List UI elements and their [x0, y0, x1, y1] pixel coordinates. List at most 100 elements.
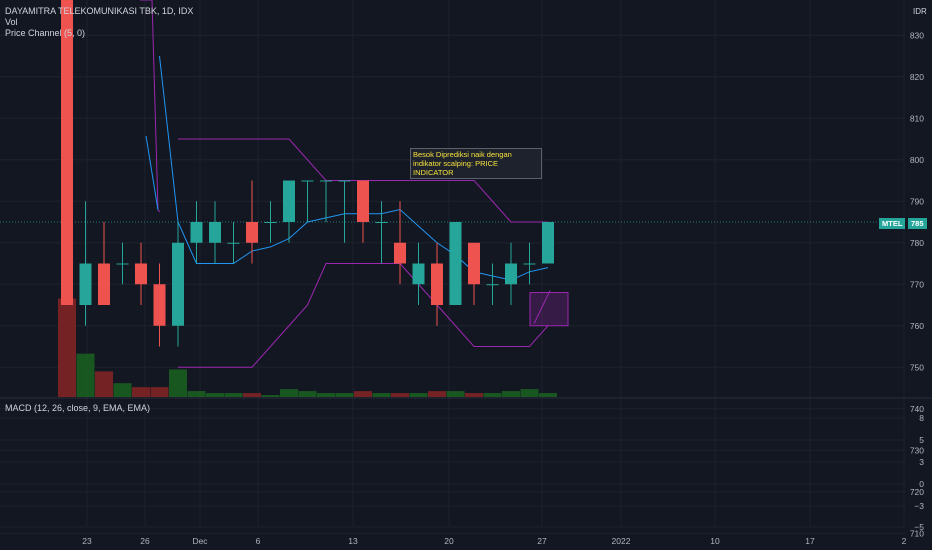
x-tick-label: 2022 — [612, 536, 631, 546]
volume-bar — [391, 393, 409, 397]
candle-body — [209, 222, 221, 243]
volume-bar — [539, 393, 557, 397]
candle-body — [135, 263, 147, 285]
y-tick-label: 710 — [910, 528, 924, 538]
candle-body — [505, 263, 517, 285]
volume-bar — [428, 391, 446, 397]
currency-label: IDR — [913, 7, 927, 16]
forecast-box — [529, 290, 569, 327]
volume-bar — [483, 393, 502, 397]
x-tick-label: 26 — [140, 536, 150, 546]
volume-legend[interactable]: Vol — [5, 17, 18, 27]
macd-axis[interactable]: 8 5 3 0 −3 −5 — [914, 413, 924, 532]
candle-body — [431, 263, 443, 305]
volume-bar — [465, 393, 483, 397]
candle-body — [283, 180, 295, 222]
candle-body — [172, 242, 184, 326]
annotation-note[interactable]: Besok Diprediksi naik dengan indikator s… — [410, 148, 542, 179]
macd-tick-label: −3 — [914, 501, 924, 511]
y-tick-label: 830 — [910, 30, 924, 40]
macd-tick-label: 3 — [919, 457, 924, 467]
y-tick-label: 740 — [910, 404, 924, 414]
volume-bar — [354, 391, 372, 397]
candle-body — [227, 242, 240, 244]
volume-bar — [169, 369, 187, 397]
volume-bar — [280, 389, 298, 397]
candle-body — [320, 180, 332, 182]
volume-bar — [132, 387, 150, 397]
volume-bar — [502, 391, 520, 397]
candle-body — [449, 222, 462, 305]
candlesticks — [61, 0, 554, 347]
moving-average — [159, 55, 549, 281]
volume-bar — [150, 387, 169, 397]
channel-upper-tail — [140, 0, 161, 213]
channel-lower — [178, 263, 549, 368]
y-tick-label: 800 — [910, 155, 924, 165]
x-tick-label: 6 — [256, 536, 261, 546]
candle-body — [412, 263, 425, 285]
candle-body — [264, 222, 277, 223]
volume-bar — [113, 383, 132, 397]
time-axis[interactable]: 23 26 Dec 6 13 20 27 2022 10 17 2 — [82, 536, 906, 546]
volume-bar — [187, 391, 206, 397]
candle-body — [338, 180, 351, 182]
volume-bar — [298, 391, 317, 397]
candle-body — [153, 284, 166, 326]
volume-bar — [446, 391, 465, 397]
candle-body — [542, 222, 554, 264]
candle-body — [523, 263, 536, 265]
candle-body — [468, 242, 480, 285]
macd-legend[interactable]: MACD (12, 26, close, 9, EMA, EMA) — [5, 403, 151, 413]
volume-bar — [76, 353, 95, 397]
volume-bar — [95, 371, 113, 397]
volume-bar — [409, 393, 428, 397]
x-tick-label: 27 — [537, 536, 547, 546]
candle-body — [61, 0, 73, 305]
macd-tick-label: 0 — [919, 479, 924, 489]
y-tick-label: 720 — [910, 487, 924, 497]
candle-body — [246, 222, 258, 243]
macd-tick-label: −5 — [914, 522, 924, 532]
x-tick-label: 13 — [348, 536, 358, 546]
y-tick-label: 730 — [910, 445, 924, 455]
volume-bar — [224, 393, 243, 397]
symbol-price-tag: MTEL — [879, 218, 906, 229]
symbol-title[interactable]: DAYAMITRA TELEKOMUNIKASI TBK, 1D, IDX — [5, 6, 194, 16]
volume-bar — [243, 393, 261, 397]
macd-tick-label: 8 — [919, 413, 924, 423]
x-tick-label: Dec — [192, 536, 208, 546]
volume-bar — [206, 393, 224, 397]
candle-body — [357, 180, 369, 222]
x-tick-label: 10 — [710, 536, 720, 546]
price-axis[interactable]: 7107207307407507607707807908008108208308… — [910, 0, 924, 538]
y-tick-label: 780 — [910, 238, 924, 248]
candle-body — [375, 222, 388, 223]
y-tick-label: 810 — [910, 113, 924, 123]
candle-body — [486, 284, 499, 286]
volume-bar — [520, 389, 539, 397]
volume-bar — [372, 393, 391, 397]
x-tick-label: 20 — [444, 536, 454, 546]
forecast-rect — [529, 292, 569, 327]
candle-body — [98, 263, 110, 305]
candle-body — [394, 242, 406, 264]
volume-bar — [317, 393, 335, 397]
candle-body — [79, 263, 92, 305]
x-tick-label: 17 — [805, 536, 815, 546]
candle-body — [190, 222, 203, 243]
y-tick-label: 750 — [910, 362, 924, 372]
candle-body — [116, 263, 129, 265]
y-tick-label: 770 — [910, 279, 924, 289]
y-tick-label: 820 — [910, 72, 924, 82]
last-price-tag: 785 — [908, 218, 927, 229]
macd-tick-label: 5 — [919, 435, 924, 445]
price-channel-legend[interactable]: Price Channel (5, 0) — [5, 28, 86, 38]
candle-body — [301, 180, 314, 182]
y-tick-label: 790 — [910, 196, 924, 206]
ma-tail — [145, 135, 159, 211]
forecast-arrow — [533, 290, 551, 324]
